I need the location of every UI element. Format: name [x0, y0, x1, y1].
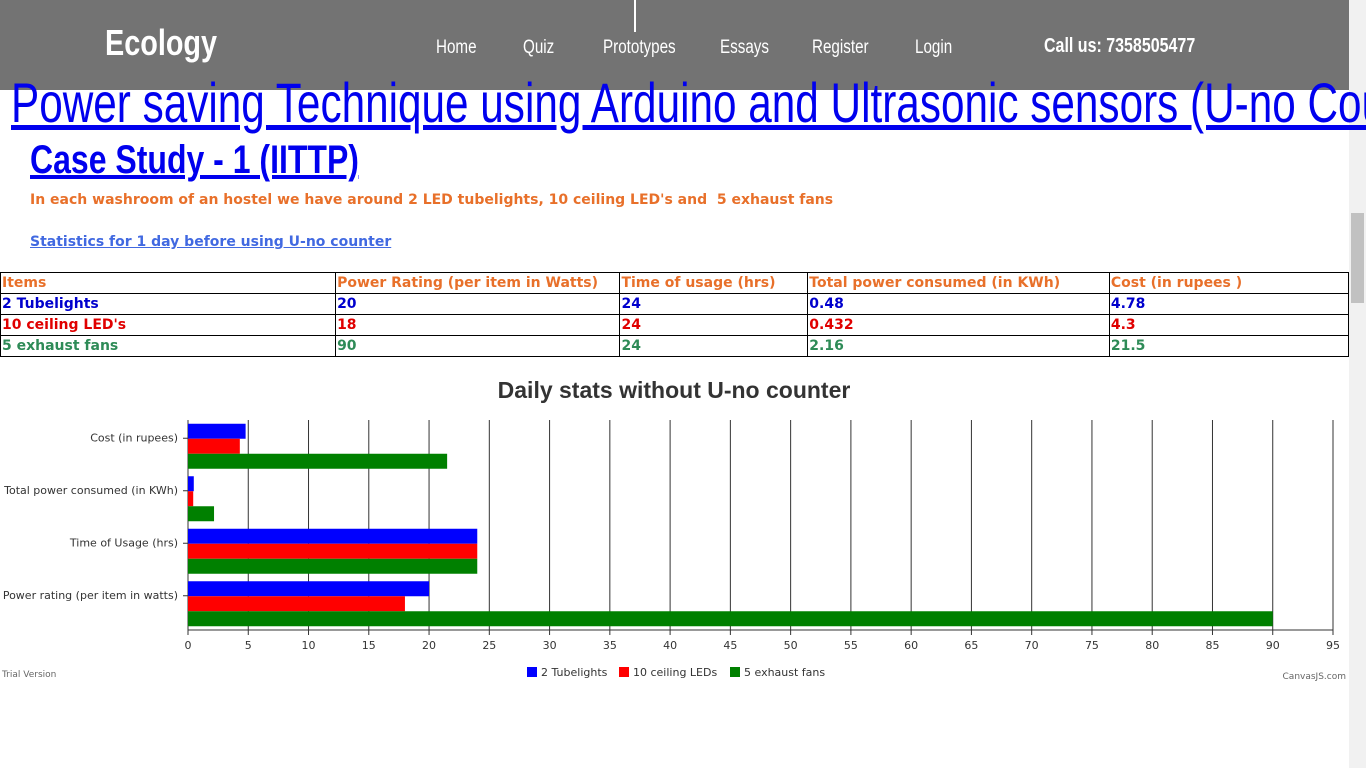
- navbar: Ecology Call us: 7358505477 Home Quiz Prot…: [0, 0, 1349, 90]
- legend-label: 5 exhaust fans: [744, 666, 825, 679]
- table-cell: 2.16: [807, 335, 1110, 357]
- scrollbar[interactable]: [1349, 0, 1366, 768]
- x-tick-label: 95: [1326, 639, 1340, 652]
- table-cell: 18: [335, 314, 621, 336]
- bar: [188, 438, 240, 454]
- table-row: 10 ceiling LED's 18 24 0.432 4.3: [0, 314, 1350, 336]
- header-cell: Items: [0, 272, 337, 294]
- x-tick-label: 90: [1266, 639, 1280, 652]
- table-cell: 90: [335, 335, 621, 357]
- table-cell: 24: [619, 314, 809, 336]
- x-tick-label: 50: [784, 639, 798, 652]
- bar: [188, 543, 478, 559]
- table-cell: 4.3: [1108, 314, 1350, 336]
- chart: Daily stats without U-no counter Trial V…: [1, 377, 1346, 682]
- x-tick-label: 70: [1025, 639, 1039, 652]
- x-tick-label: 80: [1145, 639, 1159, 652]
- call-us: Call us: 7358505477: [1044, 35, 1196, 57]
- table-row: 2 Tubelights 20 24 0.48 4.78: [0, 293, 1350, 315]
- table-header: Items Power Rating (per item in Watts) Tim…: [0, 272, 1350, 294]
- legend-swatch: [527, 667, 537, 677]
- header-cell: Power Rating (per item in Watts): [335, 272, 621, 294]
- y-tick-label: Power rating (per item in watts): [3, 589, 178, 602]
- y-tick-label: Time of Usage (hrs): [69, 536, 178, 549]
- credit[interactable]: CanvasJS.com: [1283, 672, 1346, 682]
- separator: [634, 0, 636, 32]
- x-tick-label: 25: [482, 639, 496, 652]
- table-cell: 10 ceiling LED's: [0, 314, 337, 336]
- page-title[interactable]: Power saving Technique using Arduino and…: [11, 71, 1366, 134]
- table-cell: 2 Tubelights: [0, 293, 337, 315]
- x-tick-label: 20: [422, 639, 436, 652]
- x-tick-label: 5: [245, 639, 252, 652]
- x-tick-label: 15: [362, 639, 376, 652]
- bar: [188, 581, 430, 597]
- bar: [188, 476, 194, 492]
- intro-text: In each washroom of an hostel we have ar…: [30, 192, 834, 208]
- trial-note: Trial Version: [1, 670, 56, 680]
- bar: [188, 491, 194, 507]
- table-row: 5 exhaust fans 90 24 2.16 21.5: [0, 335, 1350, 357]
- table-cell: 0.48: [807, 293, 1110, 315]
- nav-link[interactable]: Home: [436, 37, 477, 58]
- table-cell: 24: [619, 335, 809, 357]
- legend-label: 2 Tubelights: [541, 666, 608, 679]
- nav-link[interactable]: Quiz: [523, 37, 555, 58]
- nav-link[interactable]: Register: [812, 37, 869, 58]
- x-tick-label: 40: [663, 639, 677, 652]
- x-tick-label: 0: [185, 639, 192, 652]
- stats-link[interactable]: Statistics for 1 day before using U-no c…: [30, 234, 392, 250]
- x-tick-label: 65: [964, 639, 978, 652]
- x-tick-label: 10: [302, 639, 316, 652]
- scroll-thumb[interactable]: [1351, 213, 1364, 303]
- bar: [188, 558, 478, 574]
- legend-swatch: [619, 667, 629, 677]
- x-tick-label: 45: [723, 639, 737, 652]
- y-tick-label: Total power consumed (in KWh): [3, 484, 178, 497]
- table-cell: 21.5: [1108, 335, 1350, 357]
- bar: [188, 596, 405, 612]
- table-cell: 4.78: [1108, 293, 1350, 315]
- header-cell: Total power consumed (in KWh): [807, 272, 1110, 294]
- y-tick-label: Cost (in rupees): [90, 431, 178, 444]
- x-tick-label: 60: [904, 639, 918, 652]
- bar: [188, 528, 478, 544]
- header-cell: Cost (in rupees ): [1108, 272, 1350, 294]
- nav-link[interactable]: Login: [915, 37, 953, 58]
- x-tick-label: 30: [543, 639, 557, 652]
- x-tick-label: 85: [1205, 639, 1219, 652]
- header-cell: Time of usage (hrs): [619, 272, 809, 294]
- case-study-heading[interactable]: Case Study - 1 (IITTP): [30, 138, 359, 182]
- brand[interactable]: Ecology: [105, 22, 218, 63]
- nav-link[interactable]: Prototypes: [603, 37, 676, 58]
- legend-swatch: [730, 667, 740, 677]
- nav-link[interactable]: Essays: [720, 37, 769, 58]
- chart-title: Daily stats without U-no counter: [498, 377, 851, 403]
- table-cell: 24: [619, 293, 809, 315]
- bar: [188, 423, 246, 439]
- table-cell: 5 exhaust fans: [0, 335, 337, 357]
- table-cell: 20: [335, 293, 621, 315]
- bar: [188, 453, 448, 469]
- bar: [188, 506, 215, 522]
- table-cell: 0.432: [807, 314, 1110, 336]
- bar: [188, 611, 1273, 627]
- legend-label: 10 ceiling LEDs: [633, 666, 717, 679]
- x-tick-label: 55: [844, 639, 858, 652]
- x-tick-label: 35: [603, 639, 617, 652]
- x-tick-label: 75: [1085, 639, 1099, 652]
- stats-table: Items Power Rating (per item in Watts) Tim…: [0, 272, 1350, 357]
